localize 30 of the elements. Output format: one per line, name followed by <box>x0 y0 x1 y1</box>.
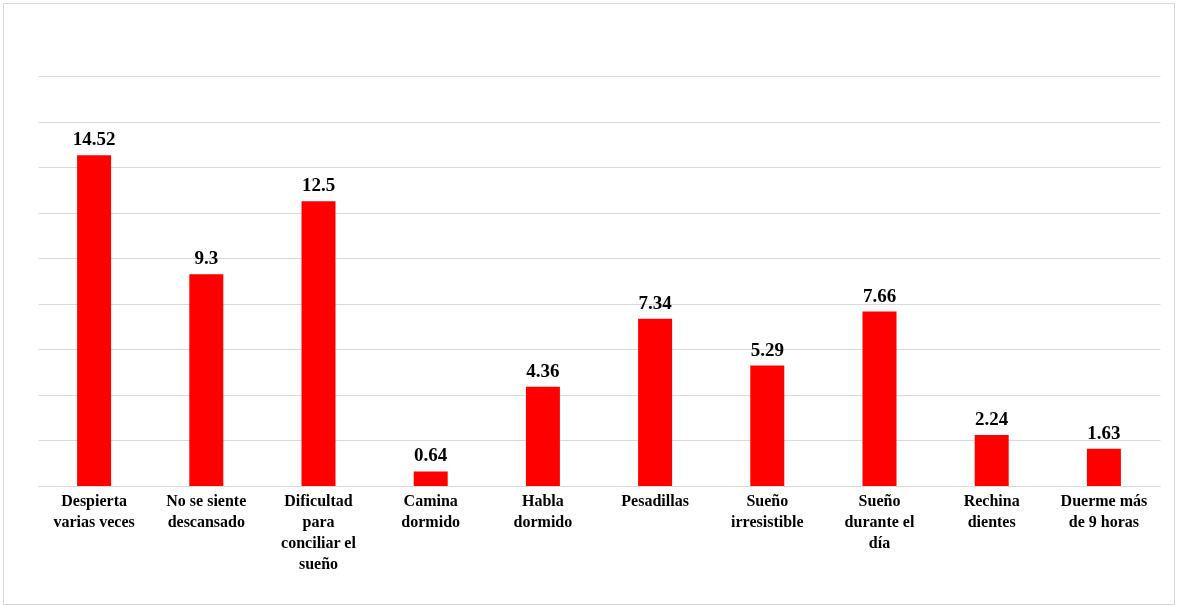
x-tick-label: Dificultad para conciliar el sueño <box>281 491 357 572</box>
x-tick-label: Duerme más de 9 horas <box>1060 491 1148 530</box>
x-tick-label: Rechina dientes <box>963 491 1020 530</box>
x-tick-label: Sueño durante el día <box>844 491 915 551</box>
data-label: 7.66 <box>862 284 897 306</box>
x-tick-label: Pesadillas <box>621 491 689 509</box>
x-tick-label: Sueño irresistible <box>731 491 804 530</box>
bar <box>1086 448 1121 486</box>
bar <box>750 365 785 486</box>
x-tick-label: Despierta varias veces <box>53 491 135 530</box>
bar <box>638 318 673 486</box>
data-label: 4.36 <box>526 359 560 381</box>
data-label: 12.5 <box>301 174 336 196</box>
data-label: 9.3 <box>194 247 219 269</box>
bar <box>77 155 112 486</box>
bar <box>862 311 897 486</box>
bar <box>413 471 448 486</box>
bar <box>974 434 1009 486</box>
data-label: 7.34 <box>638 291 673 313</box>
data-label: 5.29 <box>750 338 784 360</box>
bar <box>189 274 224 486</box>
bar <box>525 386 560 486</box>
data-label: 0.64 <box>414 444 448 466</box>
x-tick-label: Habla dormido <box>513 491 573 530</box>
data-label: 1.63 <box>1087 421 1121 443</box>
bar <box>301 201 336 486</box>
x-tick-label: Camina dormido <box>401 491 461 530</box>
x-tick-label: No se siente descansado <box>166 491 247 530</box>
data-label: 2.24 <box>975 407 1009 429</box>
data-label: 14.52 <box>72 128 116 150</box>
